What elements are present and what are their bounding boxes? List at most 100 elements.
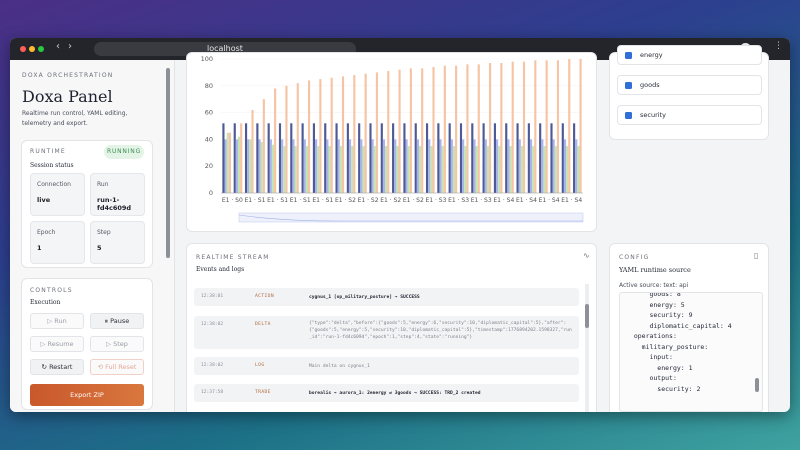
bar <box>455 65 458 193</box>
file-icon[interactable]: ▯ <box>754 251 759 260</box>
yaml-editor[interactable]: goods: 8 energy: 5 security: 9 diplomati… <box>619 292 763 412</box>
checkbox[interactable] <box>625 82 632 89</box>
bar <box>532 146 535 193</box>
forward-button[interactable]: › <box>68 41 72 52</box>
bar <box>362 146 365 193</box>
bar <box>552 139 555 193</box>
x-tick-label: E1 · S4 <box>493 197 514 204</box>
x-tick-label: E1 · S4 <box>561 197 582 204</box>
x-tick-label: E1 · S2 <box>380 197 401 204</box>
bar <box>566 146 569 193</box>
stream-row: 12:38:02 LOG Main delta on cygnus_1 <box>194 357 579 375</box>
bar <box>486 146 489 193</box>
zoom-button[interactable] <box>38 46 44 52</box>
stream-row: 12:38:01 ACTION cygnus_1 [op_military_post… <box>194 288 579 306</box>
bar <box>579 59 582 193</box>
yaml-line: security: 2 <box>626 384 701 393</box>
scrollbar-thumb[interactable] <box>585 304 589 328</box>
control-button[interactable]: ⏸ Pause <box>90 313 144 329</box>
scrollbar-thumb[interactable] <box>755 378 759 392</box>
scrollbar[interactable] <box>166 68 170 258</box>
control-button[interactable]: ▷ Resume <box>30 336 84 352</box>
bar <box>550 123 553 193</box>
control-button[interactable]: ▷ Step <box>90 336 144 352</box>
stream-panel: REALTIME STREAM ∿ Events and logs 12:38:… <box>186 243 597 412</box>
filter-label: security <box>640 111 666 119</box>
bar <box>303 139 306 193</box>
bar <box>464 146 467 193</box>
yaml-line: energy: 5 <box>626 300 685 309</box>
button-label: Step <box>113 340 128 348</box>
row-kind: DELTA <box>255 322 271 327</box>
filter-row[interactable]: security <box>617 105 762 125</box>
browser-window: ‹ › localhost ⋮ DOXA ORCHESTRATION Doxa … <box>10 38 790 412</box>
checkbox[interactable] <box>625 112 632 119</box>
activity-icon[interactable]: ∿ <box>583 251 590 260</box>
bar <box>484 139 487 193</box>
bar <box>235 139 238 193</box>
close-button[interactable] <box>20 46 26 52</box>
button-label: Pause <box>110 317 130 325</box>
button-label: Run <box>54 317 67 325</box>
bar <box>500 63 503 193</box>
bar <box>228 132 231 193</box>
bar <box>518 139 521 193</box>
bar <box>539 123 542 193</box>
filter-row[interactable]: energy <box>617 45 762 65</box>
button-label: Full Reset <box>105 363 137 371</box>
bar <box>360 139 363 193</box>
bar <box>556 60 560 194</box>
back-button[interactable]: ‹ <box>56 41 60 52</box>
bar <box>475 146 478 193</box>
bar <box>341 76 345 193</box>
bar <box>394 139 397 193</box>
row-kind: ACTION <box>255 294 274 299</box>
bar <box>371 139 374 193</box>
bar <box>575 139 578 193</box>
bar <box>473 139 476 193</box>
control-button[interactable]: ▷ Run <box>30 313 84 329</box>
chart-panel: 0 20 40 60 80 100 E1 · S0 E1 · S1 E1 · S1 E1 · S1… <box>186 52 597 232</box>
button-icon: ⏸ <box>104 317 111 325</box>
bar <box>471 123 474 193</box>
bar <box>315 139 318 193</box>
bar <box>577 146 580 193</box>
bar <box>348 139 352 193</box>
bar <box>326 139 329 193</box>
bar <box>346 123 349 193</box>
panel-heading: CONFIG <box>619 254 650 261</box>
bar <box>335 123 338 193</box>
filter-row[interactable]: goods <box>617 75 762 95</box>
x-tick-label: E1 · S2 <box>335 197 356 204</box>
source-label: Active source: text: api <box>619 282 689 289</box>
bar <box>260 142 263 193</box>
minimize-button[interactable] <box>29 46 35 52</box>
runtime-card: RUNTIME RUNNING Session status Connectio… <box>21 140 153 268</box>
yaml-line: diplomatic_capital: 4 <box>626 321 732 330</box>
bar <box>283 146 286 193</box>
bar <box>561 123 564 193</box>
button-icon: ↻ <box>41 363 50 371</box>
bar <box>522 61 526 194</box>
export-button[interactable]: Export ZIP <box>30 384 144 406</box>
bar <box>307 80 311 193</box>
x-tick-label: E1 · S1 <box>267 197 288 204</box>
bar <box>529 139 533 193</box>
bar <box>482 123 485 193</box>
bar <box>443 65 446 193</box>
menu-button[interactable]: ⋮ <box>774 41 783 51</box>
status-field: Run run-1-fd4c609d <box>90 173 145 216</box>
button-icon: ⟲ <box>97 363 106 371</box>
bar <box>439 139 442 193</box>
bar <box>405 139 408 193</box>
panel-subtitle: Realtime run control, YAML editing, tele… <box>22 110 128 127</box>
status-field: Epoch 1 <box>30 221 85 264</box>
control-button[interactable]: ↻ Restart <box>30 359 84 375</box>
bar <box>305 146 308 193</box>
control-button[interactable]: ⟲ Full Reset <box>90 359 144 375</box>
bar <box>296 83 299 193</box>
bar <box>541 139 544 193</box>
checkbox[interactable] <box>625 52 632 59</box>
bar <box>396 146 399 193</box>
